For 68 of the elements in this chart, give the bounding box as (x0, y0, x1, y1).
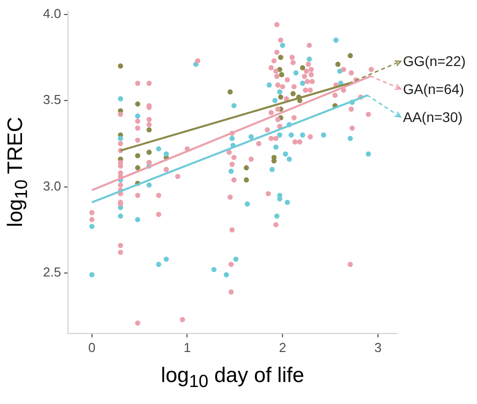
point (118, 136, 124, 142)
point (135, 165, 140, 170)
point (333, 38, 339, 43)
x-axis-title: log$_{10}$ day of life (160, 364, 304, 392)
point (270, 166, 275, 172)
point (211, 266, 217, 272)
point (272, 98, 278, 104)
point (118, 213, 124, 219)
point (89, 224, 95, 230)
point (135, 101, 140, 107)
point (300, 132, 306, 138)
legend-label: GA(n=64) (403, 80, 464, 98)
point (300, 80, 306, 86)
point (244, 201, 250, 207)
point (274, 213, 280, 219)
x-tick-label: 1 (184, 340, 191, 355)
point (118, 63, 124, 69)
point (306, 56, 312, 62)
point (118, 96, 124, 102)
point (164, 256, 169, 262)
y-tick-label: 4.0 (42, 6, 62, 21)
point (273, 144, 279, 150)
point (278, 94, 284, 100)
point (288, 132, 294, 138)
point (89, 272, 95, 278)
point (244, 165, 249, 170)
x-tick-label: 3 (374, 340, 382, 355)
point (135, 216, 140, 222)
y-tick-label: 3.0 (42, 178, 62, 194)
point (280, 42, 286, 48)
point (224, 272, 229, 278)
point (366, 151, 371, 157)
x-tick-label: 2 (278, 340, 286, 355)
point (233, 256, 238, 262)
point (277, 132, 282, 138)
point (156, 262, 162, 267)
point (146, 127, 152, 132)
point (282, 151, 288, 157)
point (229, 136, 235, 142)
point (228, 168, 234, 174)
y-tick-label: 2.5 (42, 264, 62, 280)
point (320, 132, 326, 138)
point (228, 89, 233, 94)
point (164, 151, 169, 157)
point (135, 153, 140, 158)
point (279, 72, 284, 78)
point (348, 136, 353, 142)
legend-label: GG(n=22) (403, 52, 466, 70)
point (348, 53, 353, 58)
x-tick-label: 0 (88, 340, 96, 355)
point (277, 89, 282, 94)
point (286, 156, 292, 162)
point (231, 103, 237, 108)
point (146, 182, 152, 188)
point (284, 200, 290, 205)
point (335, 62, 340, 67)
point (278, 54, 284, 60)
point (146, 150, 152, 155)
point (266, 82, 272, 88)
point (290, 91, 296, 96)
point (244, 177, 249, 182)
point (300, 65, 306, 70)
legend-label: AA(n=30) (403, 108, 463, 126)
y-tick-label: 3.5 (42, 92, 62, 108)
point (248, 134, 254, 140)
point (293, 70, 299, 76)
point (135, 113, 140, 119)
point (156, 146, 162, 152)
